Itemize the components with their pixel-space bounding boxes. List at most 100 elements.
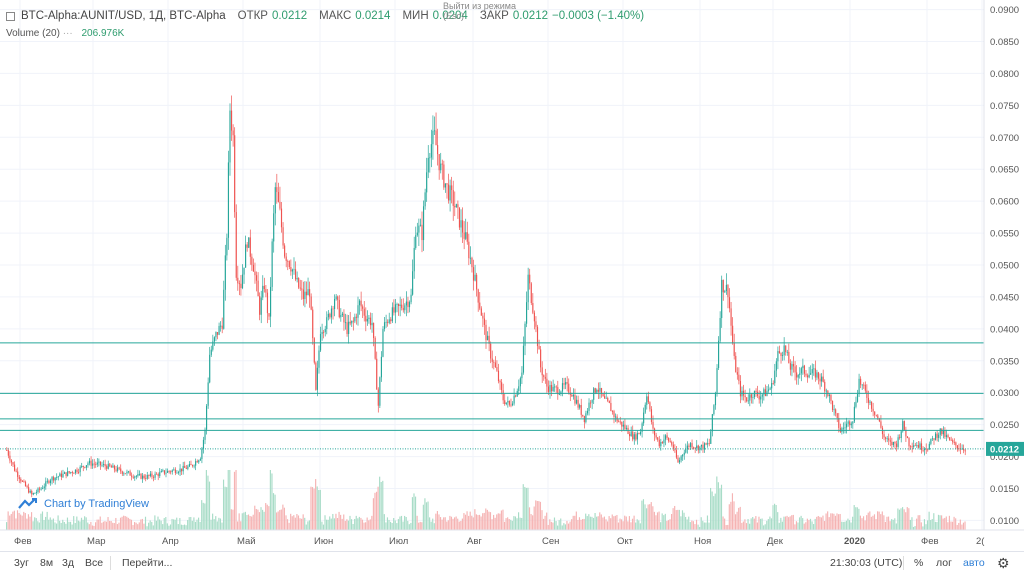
candle-body xyxy=(613,411,615,418)
candle-body xyxy=(758,396,760,400)
exit-replay-key: (Esc) xyxy=(443,11,464,21)
candle-body xyxy=(844,427,846,429)
volume-bar xyxy=(670,514,673,530)
gear-icon[interactable]: ⚙ xyxy=(997,555,1010,571)
volume-bar xyxy=(697,524,699,530)
volume-bar xyxy=(856,507,858,530)
volume-bar xyxy=(112,522,114,530)
volume-bar xyxy=(24,512,26,530)
candle-body xyxy=(585,413,587,423)
volume-bar xyxy=(286,519,289,530)
utc-clock[interactable]: 21:30:03 (UTC) xyxy=(830,557,903,569)
volume-bar xyxy=(444,517,446,530)
candle-body xyxy=(14,464,16,471)
candle-body xyxy=(703,443,706,450)
volume-bar xyxy=(619,518,621,530)
candle-body xyxy=(799,373,801,375)
candle-body xyxy=(107,463,109,469)
candle-body xyxy=(632,431,634,440)
candle-body xyxy=(343,313,345,323)
range-3y-button[interactable]: 3уг xyxy=(14,557,29,569)
symbol-title[interactable]: BTC-Alpha:AUNIT/USD, 1Д, BTC-Alpha xyxy=(21,10,226,22)
candle-body xyxy=(427,157,429,173)
volume-bar xyxy=(290,513,292,530)
candle-body xyxy=(152,476,155,478)
volume-bar xyxy=(513,516,515,530)
volume-label[interactable]: Volume (20) xyxy=(6,28,60,39)
candle-body xyxy=(544,376,546,379)
volume-bar xyxy=(335,513,337,530)
range-8m-button[interactable]: 8м xyxy=(40,557,54,569)
volume-bar xyxy=(421,522,423,530)
volume-bar xyxy=(57,515,59,530)
candle-body xyxy=(251,256,253,265)
volume-bar xyxy=(564,524,566,530)
volume-bar xyxy=(908,508,910,530)
percent-scale-toggle[interactable]: % xyxy=(914,557,924,569)
candle-body xyxy=(630,431,632,437)
exit-replay-hint[interactable]: Выйти из режима (Esc) xyxy=(443,1,516,21)
candle-body xyxy=(508,400,510,405)
volume-bar xyxy=(338,511,340,530)
candle-body xyxy=(783,345,785,356)
volume-bar xyxy=(485,508,487,530)
candle-body xyxy=(170,471,172,473)
volume-more-icon[interactable]: ··· xyxy=(62,28,73,39)
candle-body xyxy=(705,443,707,445)
volume-bar xyxy=(774,503,776,530)
volume-bar xyxy=(443,517,445,530)
candle-body xyxy=(134,476,136,478)
volume-bar xyxy=(728,504,730,530)
candle-body xyxy=(462,220,464,233)
candle-body xyxy=(348,321,350,334)
range-3d-button[interactable]: 3д xyxy=(62,557,74,569)
volume-bar xyxy=(166,523,168,530)
volume-bar xyxy=(171,518,173,530)
candle-body xyxy=(719,318,721,341)
range-all-button[interactable]: Все xyxy=(85,557,104,569)
candle-body xyxy=(398,303,400,307)
candle-body xyxy=(660,442,662,447)
candle-body xyxy=(952,440,954,443)
volume-bar xyxy=(689,522,691,530)
candle-body xyxy=(693,447,695,449)
candle-body xyxy=(716,368,718,393)
volume-bar xyxy=(580,519,582,530)
candle-body xyxy=(145,478,147,480)
volume-bar xyxy=(324,515,326,530)
candle-body xyxy=(833,409,835,411)
candle-body xyxy=(291,269,294,272)
candle-body xyxy=(950,439,952,441)
volume-bar xyxy=(582,519,584,530)
volume-bar xyxy=(422,504,424,530)
price-axis[interactable] xyxy=(985,0,1024,530)
goto-date-button[interactable]: Перейти... xyxy=(122,557,173,569)
volume-bar xyxy=(105,521,108,530)
candle-body xyxy=(836,413,838,418)
auto-scale-toggle[interactable]: авто xyxy=(963,557,985,569)
volume-bar xyxy=(664,513,666,530)
price-chart[interactable]: 0.0900 0.0850 0.0800 0.0750 0.0700 0.0650 0.06… xyxy=(0,0,1024,551)
volume-bar xyxy=(205,470,207,530)
candle-body xyxy=(435,130,437,146)
tradingview-watermark[interactable]: Chart by TradingView xyxy=(18,498,149,510)
volume-bar xyxy=(736,511,738,530)
volume-bar xyxy=(752,516,754,530)
volume-bar xyxy=(468,515,470,530)
candle-body xyxy=(354,316,356,322)
candle-body xyxy=(764,389,766,396)
candle-body xyxy=(858,378,860,395)
volume-bar xyxy=(507,517,509,530)
volume-bar xyxy=(140,519,142,530)
candle-body xyxy=(404,305,406,311)
volume-bar xyxy=(809,518,812,530)
candle-body xyxy=(17,471,19,477)
candle-body xyxy=(903,421,905,430)
candle-body xyxy=(270,286,272,317)
candle-body xyxy=(535,321,537,327)
volume-bar xyxy=(101,522,103,530)
candle-body xyxy=(394,304,397,313)
log-scale-toggle[interactable]: лог xyxy=(936,557,952,569)
collapse-legend-icon[interactable] xyxy=(6,11,15,21)
volume-bar xyxy=(730,501,732,530)
